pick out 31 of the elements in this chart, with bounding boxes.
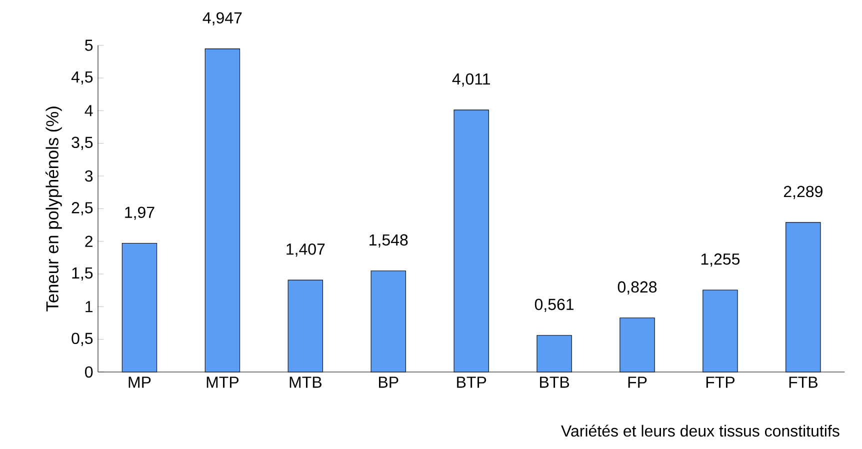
x-tick-label: MTP [206, 376, 238, 388]
data-label: 4,947 [202, 12, 242, 26]
y-axis-title: Teneur en polyphénols (%) [46, 106, 62, 312]
y-tick-label: 4 [84, 105, 93, 116]
y-tick-label: 2 [85, 236, 92, 247]
x-tick-label: MTB [290, 376, 322, 388]
y-tick-label: 0 [85, 366, 93, 378]
y-tick-label: 3,5 [72, 136, 93, 150]
data-label: 2,289 [784, 186, 822, 200]
data-label: 0,828 [618, 281, 657, 295]
y-tick-label: 5 [85, 40, 93, 51]
y-tick-label: 1,5 [72, 267, 93, 281]
x-tick-label: FTB [789, 376, 818, 388]
x-tick-label: BTP [457, 376, 486, 388]
y-tick-label: 2,5 [72, 202, 93, 216]
data-label: 1,407 [286, 243, 325, 257]
data-label: 1,97 [125, 206, 154, 220]
x-tick-label: MP [128, 376, 151, 388]
y-tick-label: 0,5 [72, 332, 93, 346]
data-label: 1,548 [370, 234, 408, 248]
y-tick-label: 1 [86, 301, 93, 312]
x-tick-label: BTB [540, 376, 570, 388]
data-label: 1,255 [701, 253, 740, 267]
x-tick-label: FP [628, 376, 647, 388]
x-axis-title: Variétés et leurs deux tissus constitutifs [561, 424, 840, 437]
y-tick-label: 3 [85, 170, 93, 182]
data-label: 0,561 [534, 298, 574, 312]
x-tick-label: BP [379, 376, 398, 388]
data-label: 4,011 [452, 73, 490, 87]
y-tick-label: 4,5 [71, 71, 93, 85]
x-tick-label: FTP [706, 376, 734, 388]
